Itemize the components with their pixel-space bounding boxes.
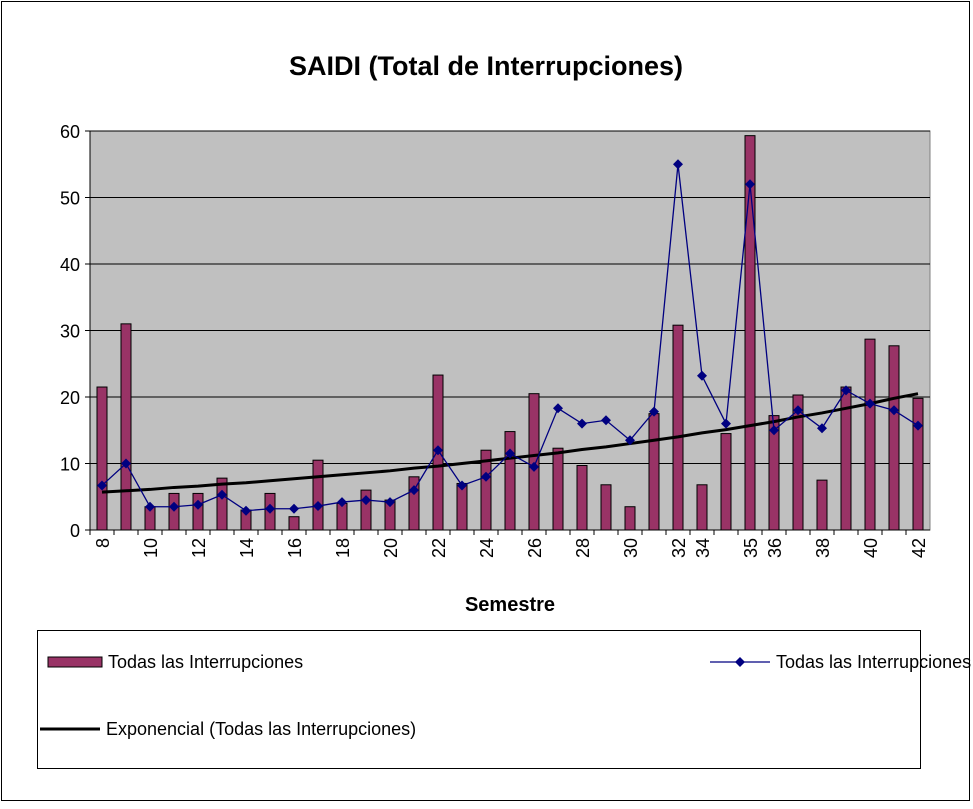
marker (649, 406, 659, 417)
marker (745, 179, 755, 190)
marker (409, 485, 419, 496)
marker (361, 495, 371, 506)
marker (505, 448, 515, 459)
bar (720, 433, 732, 531)
bar (888, 345, 900, 531)
x-tick-label: 26 (525, 538, 545, 558)
x-tick-label: 28 (573, 538, 593, 558)
x-tick-label: 42 (909, 538, 929, 558)
marker (481, 471, 491, 482)
x-tick-label: 24 (477, 538, 497, 558)
bar (600, 484, 612, 531)
marker (601, 415, 611, 426)
marker (673, 159, 683, 170)
y-tick-label: 40 (60, 255, 80, 275)
marker (193, 499, 203, 510)
marker (265, 503, 275, 514)
y-tick-label: 10 (60, 455, 80, 475)
legend (37, 630, 921, 769)
legend-swatch (47, 656, 103, 668)
legend-marker (735, 657, 745, 667)
y-tick-label: 50 (60, 189, 80, 209)
x-tick-label: 30 (621, 538, 641, 558)
marker (889, 405, 899, 416)
bar (480, 449, 492, 531)
legend-label: Todas las Interrupciones (108, 652, 303, 672)
x-tick-label: 10 (141, 538, 161, 558)
bar (744, 135, 756, 531)
marker (241, 505, 251, 516)
bar (768, 415, 780, 531)
bar (336, 502, 348, 531)
bar (864, 338, 876, 531)
x-tick-label: 18 (333, 538, 353, 558)
marker (529, 461, 539, 472)
y-tick-label: 0 (70, 521, 80, 541)
bar (96, 386, 108, 531)
bar (288, 516, 300, 531)
x-tick-label: 14 (237, 538, 257, 558)
marker (97, 480, 107, 491)
marker (385, 497, 395, 508)
marker (865, 398, 875, 409)
y-tick-label: 60 (60, 122, 80, 142)
x-tick-label: 12 (189, 538, 209, 558)
marker (121, 458, 131, 469)
marker (913, 420, 923, 431)
marker (457, 480, 467, 491)
x-tick-label: 36 (765, 538, 785, 558)
marker (817, 423, 827, 434)
x-tick-label: 32 (669, 538, 689, 558)
marker (289, 503, 299, 514)
x-tick-label: 22 (429, 538, 449, 558)
bar (216, 477, 228, 531)
x-tick-label: 38 (813, 538, 833, 558)
x-tick-label: 16 (285, 538, 305, 558)
legend-label: Todas las Interrupciones (SH) (776, 652, 973, 672)
x-tick-label: 35 (741, 538, 761, 558)
bar (120, 323, 132, 531)
marker (721, 418, 731, 429)
y-tick-label: 20 (60, 388, 80, 408)
marker (337, 497, 347, 508)
bar (504, 431, 516, 531)
bar (648, 413, 660, 531)
bar (792, 394, 804, 531)
y-tick-label: 30 (60, 322, 80, 342)
bar (696, 484, 708, 531)
bar (360, 489, 372, 531)
legend-label: Exponencial (Todas las Interrupciones) (106, 719, 416, 739)
marker (553, 403, 563, 414)
marker (433, 445, 443, 456)
x-tick-label: 40 (861, 538, 881, 558)
x-axis-label: Semestre (465, 594, 555, 616)
bar (312, 459, 324, 531)
marker (769, 425, 779, 436)
marker (697, 370, 707, 381)
marker (577, 418, 587, 429)
bar (672, 324, 684, 531)
marker (217, 489, 227, 500)
bar (408, 476, 420, 531)
bar (816, 479, 828, 531)
x-tick-label: 34 (693, 538, 713, 558)
chart-title: SAIDI (Total de Interrupciones) (289, 51, 683, 81)
x-tick-label: 8 (93, 538, 113, 548)
bar (576, 464, 588, 531)
marker (169, 501, 179, 512)
bar (552, 447, 564, 531)
bar (912, 397, 924, 531)
marker (793, 405, 803, 416)
marker (145, 501, 155, 512)
bar (192, 492, 204, 531)
marker (625, 435, 635, 446)
marker (313, 501, 323, 512)
marker (841, 385, 851, 396)
bar (624, 506, 636, 531)
x-tick-label: 20 (381, 538, 401, 558)
